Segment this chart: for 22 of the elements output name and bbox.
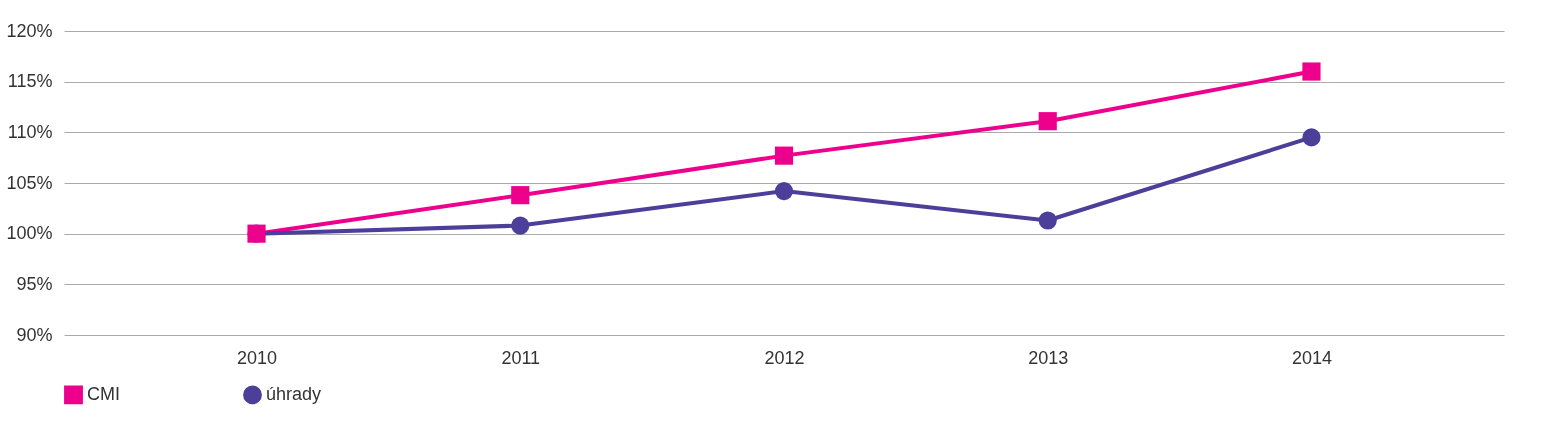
x-tick-label: 2010 <box>237 347 278 368</box>
point <box>774 182 794 201</box>
y-tick-label: 90% <box>16 324 53 345</box>
x-tick-label: 2012 <box>764 347 805 368</box>
point <box>1038 211 1057 230</box>
legend-label: úhrady <box>266 383 322 404</box>
y-tick-label: 120% <box>6 20 53 41</box>
x-tick-label: 2014 <box>1291 347 1332 368</box>
point <box>511 216 530 235</box>
point <box>1302 62 1321 81</box>
y-tick-label: 100% <box>6 223 53 244</box>
x-tick-label: 2011 <box>501 347 541 368</box>
point <box>774 146 794 165</box>
legend-label: CMI <box>87 383 120 404</box>
y-tick-label: 95% <box>16 273 53 294</box>
y-tick-label: 105% <box>6 172 53 193</box>
point <box>1302 128 1321 147</box>
y-tick-label: 110% <box>7 121 53 142</box>
x-tick-label: 2013 <box>1028 347 1069 368</box>
point <box>1038 112 1057 131</box>
y-tick-label: 115% <box>7 71 53 92</box>
point <box>511 186 530 205</box>
